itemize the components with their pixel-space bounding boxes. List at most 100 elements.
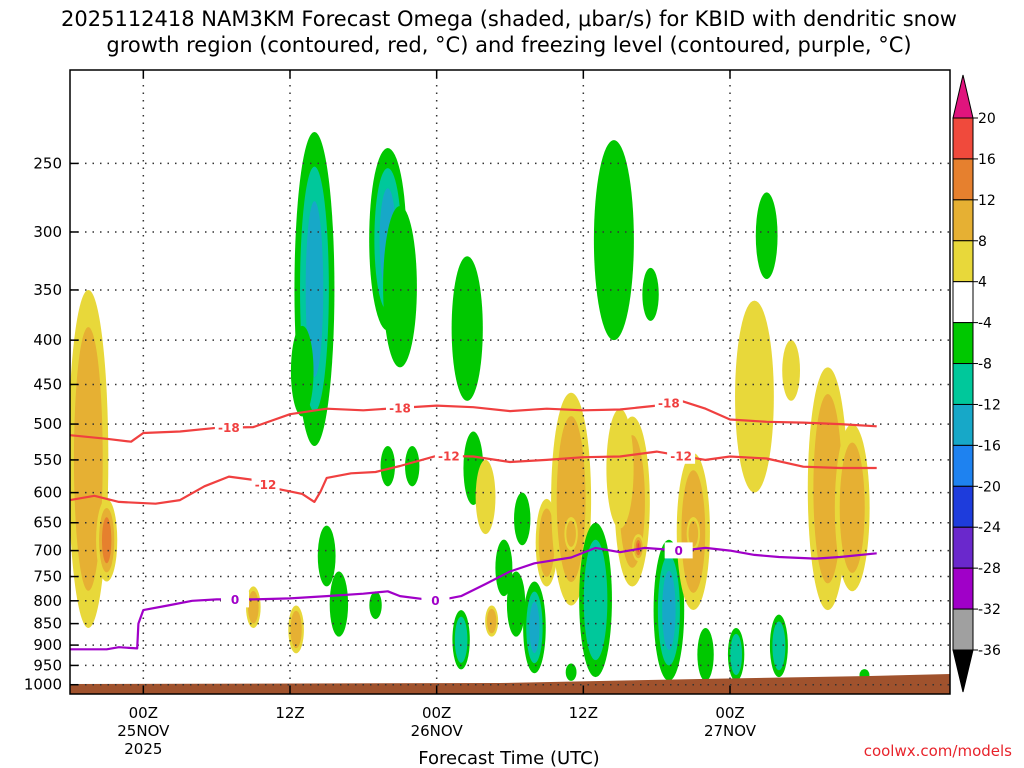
- colorbar-bin-7: [952, 363, 974, 405]
- y-tick-label-350: 350: [33, 281, 62, 299]
- contour--18: [70, 399, 877, 443]
- terrain-fill: [70, 674, 950, 694]
- y-tick-label-600: 600: [33, 484, 62, 502]
- colorbar-tick-label-2: 12: [978, 193, 996, 209]
- contour-label-bg-2-0: [221, 591, 249, 608]
- y-tick-label-800: 800: [33, 592, 62, 610]
- contour-label-bg-2-2: [664, 542, 693, 559]
- y-tick-label-550: 550: [33, 451, 62, 469]
- colorbar-top-arrow: [952, 74, 974, 119]
- y-tick-label-300: 300: [33, 223, 62, 241]
- contour-labels: -18 -18 -18 -12 -12 -12 0 0 0: [214, 395, 696, 609]
- omega-cell-30-level-0: [642, 267, 659, 321]
- omega-cell-42-level-1: [839, 442, 865, 573]
- colorbar-tick-label-9: -20: [978, 479, 1001, 495]
- y-tick-label-500: 500: [33, 415, 62, 433]
- colorbar-bin-9: [952, 444, 974, 487]
- colorbar-bin-10: [952, 485, 974, 528]
- colorbar-tick-label-11: -28: [978, 561, 1001, 577]
- omega-cell-31-level-3: [637, 543, 640, 553]
- omega-cell-40-level-0: [782, 340, 801, 401]
- x-axis-title: Forecast Time (UTC): [418, 748, 599, 768]
- x-tick-label-4-1: 27NOV: [704, 722, 757, 740]
- omega-cell-11-level-0: [405, 445, 420, 487]
- omega-cell-17-level-0: [495, 539, 513, 597]
- contour-label--18-0: -18: [218, 421, 240, 435]
- chart-title-line-1: 2025112418 NAM3KM Forecast Omega (shaded…: [61, 7, 957, 31]
- contour-label-0-0: 0: [231, 593, 239, 607]
- contour-label--12-2: -12: [670, 449, 692, 463]
- contour-label-bg-0-1: [386, 399, 414, 416]
- omega-cell-21-level-2: [529, 601, 540, 654]
- colorbar-tick-label-1: 16: [978, 152, 996, 168]
- omega-cell-29-level-0: [606, 408, 634, 529]
- colorbar-tick-label-7: -12: [978, 397, 1001, 413]
- colorbar-bin-13: [952, 608, 974, 651]
- colorbar-tick-label-5: -4: [978, 316, 992, 332]
- chart-title-line-2: growth region (contoured, red, °C) and f…: [106, 33, 911, 57]
- omega-cell-3-level-1: [290, 610, 302, 649]
- colorbar-bin-12: [952, 567, 974, 610]
- omega-cell-27-level-0: [593, 140, 634, 341]
- omega-cell-4-level-2: [305, 201, 324, 377]
- omega-cell-0-level-1: [73, 327, 103, 591]
- colorbar-bin-11: [952, 526, 974, 569]
- colorbar-bin-1: [952, 117, 974, 160]
- contour-label-bg-1-1: [434, 448, 463, 465]
- contour-label-bg-0-2: [654, 395, 683, 412]
- colorbar-tick-label-10: -24: [978, 520, 1001, 536]
- x-tick-label-0-0: 00Z: [129, 704, 158, 722]
- y-tick-label-850: 850: [33, 615, 62, 633]
- colorbar-tick-label-13: -36: [978, 643, 1001, 659]
- pressure-axis: 250 300 350 400 450 500 550 600 650 700 750 800 850 9…: [24, 154, 78, 694]
- y-tick-label-650: 650: [33, 514, 62, 532]
- y-tick-label-900: 900: [33, 636, 62, 654]
- contour-label-bg-0-0: [214, 419, 243, 436]
- omega-cell-26-level-0: [565, 663, 577, 681]
- contour-label--18-2: -18: [658, 397, 680, 411]
- omega-cell-2-level-1: [248, 591, 259, 624]
- omega-cell-1-level-2: [101, 517, 112, 564]
- colorbar-bottom-arrow: [952, 649, 974, 693]
- omega-cell-12-level-0: [369, 591, 382, 620]
- y-tick-label-450: 450: [33, 375, 62, 393]
- credit-text: coolwx.com/models: [864, 742, 1012, 760]
- contour-label-0-1: 0: [431, 594, 439, 608]
- omega-cell-39-level-0: [735, 300, 774, 493]
- colorbar-tick-label-4: 4: [978, 275, 987, 291]
- omega-cell-19-level-1: [486, 608, 497, 634]
- omega-cell-6-level-0: [329, 571, 349, 637]
- x-tick-label-1-0: 12Z: [275, 704, 304, 722]
- omega-cell-41-level-1: [813, 394, 843, 584]
- contour-label-bg-1-0: [251, 476, 280, 493]
- omega-cell-15-level-1: [454, 616, 468, 663]
- contour-label-bg-2-1: [421, 592, 450, 609]
- omega-cell-36-level-1: [730, 633, 743, 676]
- contour--12: [70, 450, 877, 505]
- omega-cell-32-level-2: [662, 570, 676, 650]
- colorbar-bin-4: [952, 240, 974, 283]
- colorbar-bin-8: [952, 403, 974, 446]
- contour-label--18-1: -18: [389, 401, 411, 415]
- contour-label--12-0: -12: [255, 478, 277, 492]
- omega-cell-10-level-0: [380, 445, 395, 487]
- x-tick-label-0-2: 2025: [124, 740, 162, 758]
- colorbar-tick-label-6: -8: [978, 357, 992, 373]
- plot-frame: [69, 69, 951, 695]
- omega-cell-7-level-0: [317, 525, 336, 587]
- x-tick-label-4-0: 00Z: [715, 704, 744, 722]
- omega-cell-13-level-0: [451, 256, 483, 401]
- colorbar-bin-6: [952, 322, 974, 365]
- contour-label-0-2: 0: [674, 544, 682, 558]
- colorbar-bin-3: [952, 199, 974, 242]
- y-tick-label-400: 400: [33, 331, 62, 349]
- omega-cell-34-level-1: [688, 520, 699, 547]
- omega-cell-9-level-0: [383, 206, 417, 368]
- contour-label--12-1: -12: [438, 450, 460, 464]
- y-tick-label-750: 750: [33, 568, 62, 586]
- colorbar-tick-label-8: -16: [978, 438, 1001, 454]
- omega-cell-38-level-1: [772, 621, 786, 671]
- x-tick-label-2-0: 00Z: [422, 704, 451, 722]
